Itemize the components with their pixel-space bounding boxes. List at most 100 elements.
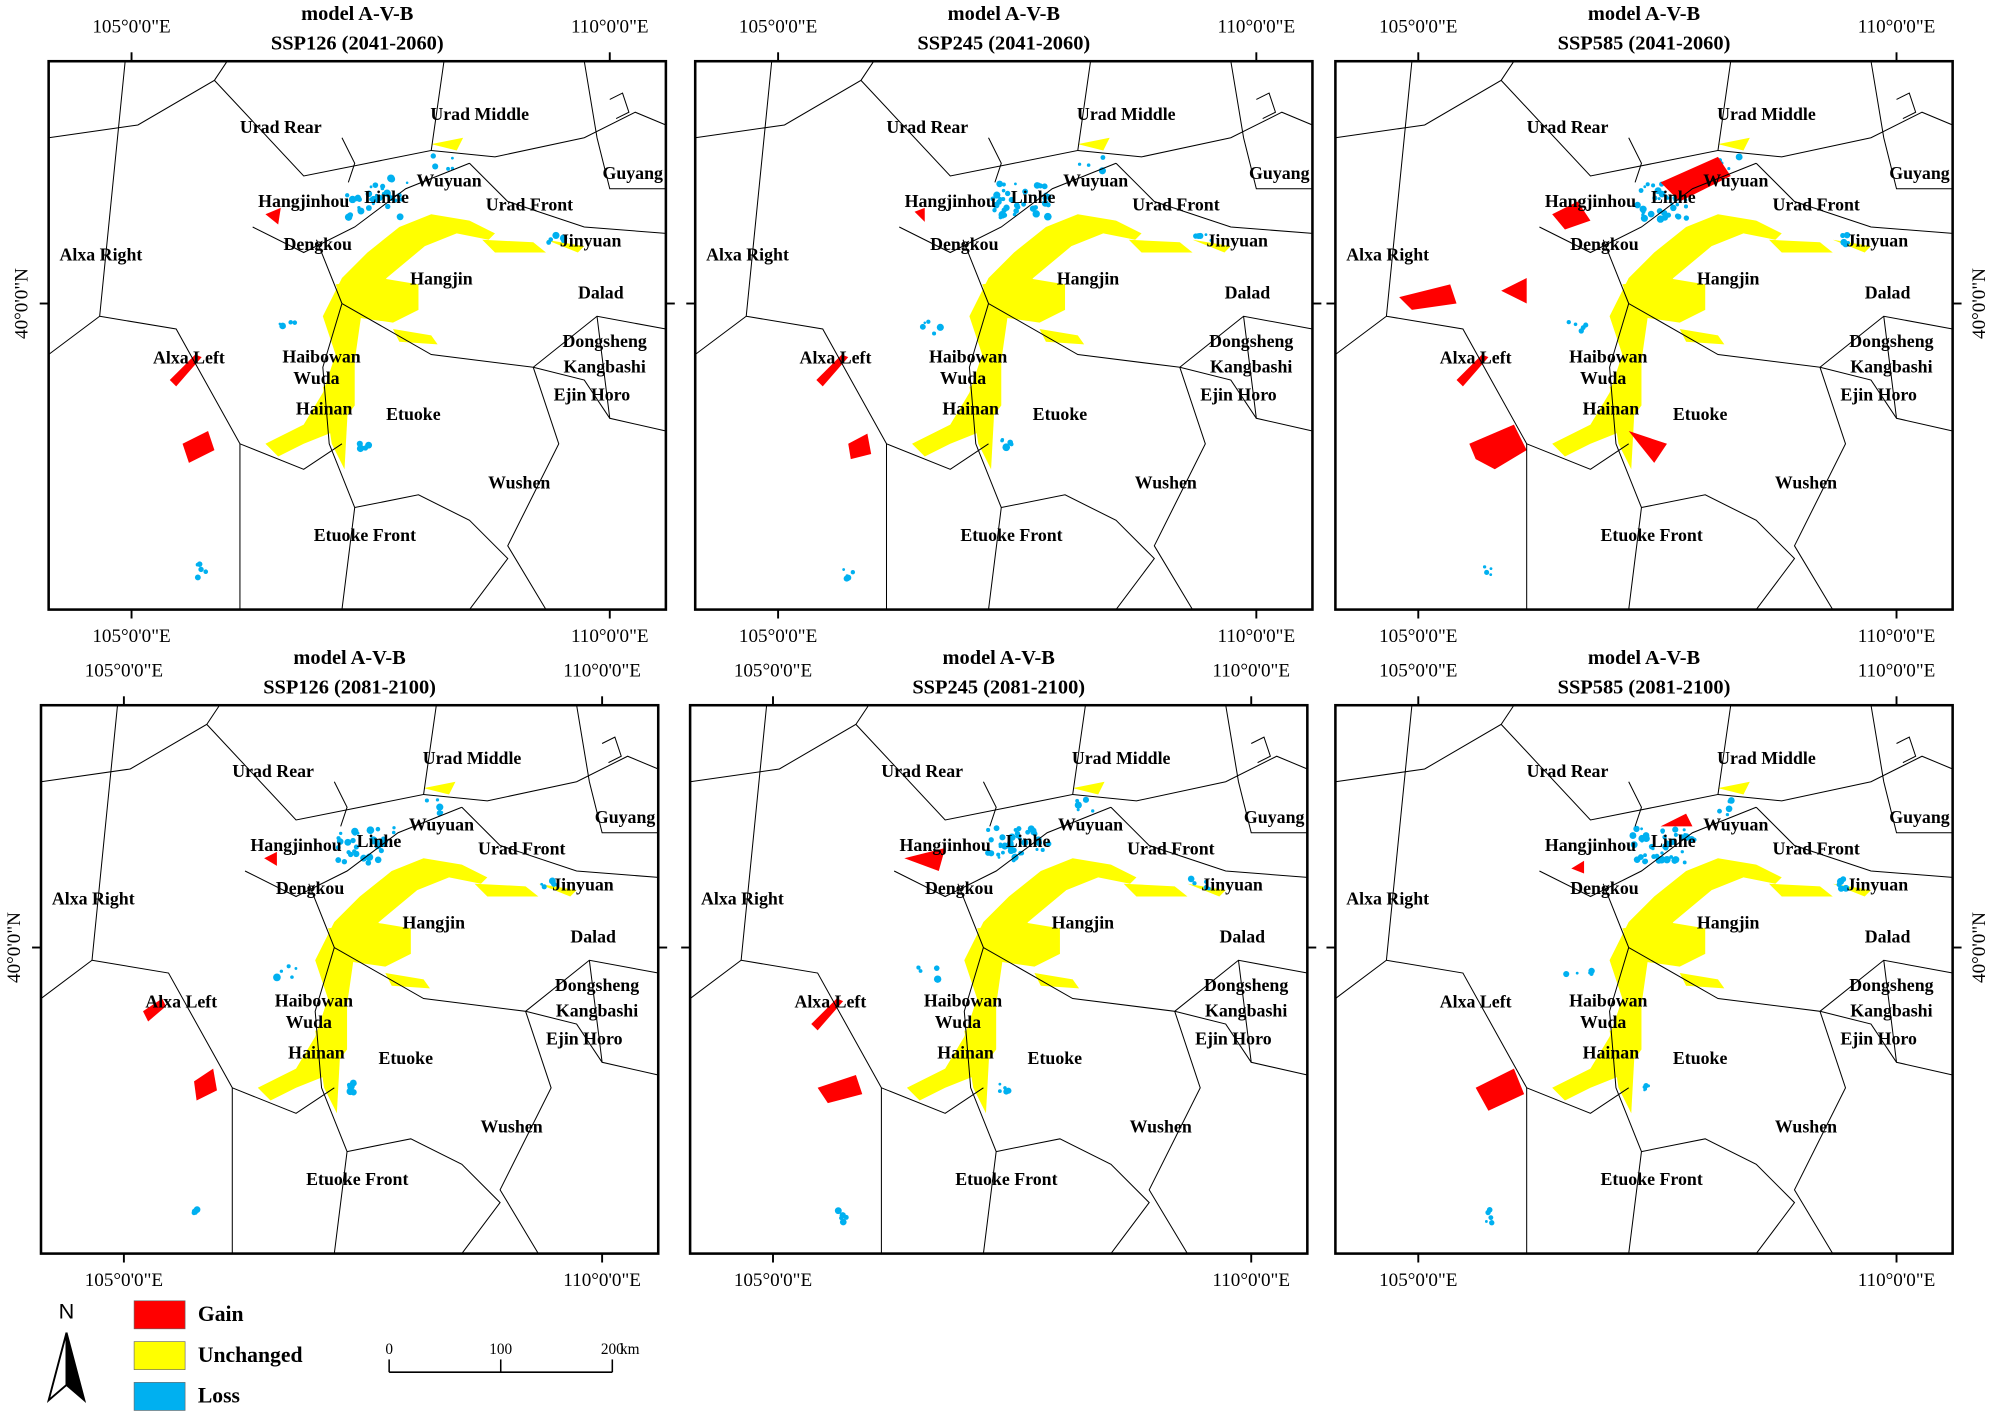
region-label: Hangjin [1052, 913, 1115, 933]
boundary [1870, 705, 1953, 834]
region-label: Jinyuan [560, 230, 622, 250]
unchanged-area [315, 1030, 341, 1114]
loss-area [1727, 167, 1731, 171]
loss-area [985, 849, 991, 856]
region-label: Hangjin [1697, 913, 1760, 933]
unchanged-area [1552, 214, 1782, 457]
boundary [1717, 755, 1953, 802]
unchanged-area [423, 781, 456, 795]
region-label: Urad Middle [1077, 104, 1176, 124]
region-label: Kangbashi [564, 357, 646, 377]
loss-area [1482, 565, 1487, 569]
loss-area [335, 857, 342, 863]
gain-area [1552, 201, 1591, 230]
boundary [1819, 366, 1897, 419]
longitude-label: 105°0'0"E [92, 16, 170, 37]
loss-area [1003, 204, 1010, 211]
loss-area [1840, 232, 1846, 239]
loss-area [396, 213, 404, 221]
loss-area [1717, 808, 1722, 814]
loss-area [1588, 971, 1591, 975]
unchanged-area [1609, 386, 1636, 470]
unchanged-area [546, 239, 585, 253]
loss-area [996, 180, 1003, 188]
boundary [1110, 806, 1308, 878]
region-label: Jinyuan [552, 874, 614, 894]
region-label: Dalad [570, 927, 616, 947]
boundary [583, 61, 666, 190]
boundary [1072, 755, 1308, 802]
loss-area [1018, 837, 1022, 841]
loss-area [335, 845, 341, 850]
loss-area [1637, 854, 1644, 861]
panel-frame [1334, 703, 1954, 1255]
gain-area [1571, 860, 1585, 874]
latitude-label: 40°0'0"N [4, 912, 25, 983]
region-label: Urad Middle [1717, 748, 1816, 768]
loss-area [1035, 847, 1039, 851]
panel-frame [39, 703, 660, 1255]
loss-area [391, 830, 396, 835]
loss-area [1488, 1215, 1494, 1221]
region-label: Ejin Horo [546, 1029, 623, 1049]
loss-area [356, 440, 363, 447]
boundary [1896, 736, 1917, 764]
region-label: Urad Rear [232, 761, 314, 781]
boundary [886, 443, 989, 470]
longitude-label: 105°0'0"E [1379, 16, 1457, 37]
region-label: Kangbashi [1850, 1001, 1932, 1021]
boundary [1115, 162, 1313, 234]
boundary [982, 781, 997, 827]
loss-area [370, 836, 374, 840]
loss-area [1583, 322, 1589, 328]
region-label: Etuoke [386, 404, 441, 424]
region-label: Dengkou [1570, 878, 1638, 898]
loss-area [346, 1087, 354, 1096]
region-label: Wushen [488, 473, 550, 493]
loss-area [1671, 857, 1678, 864]
loss-area [1025, 829, 1031, 835]
loss-area [1840, 876, 1847, 883]
region-label: Etuoke Front [960, 525, 1062, 545]
unchanged-area [265, 214, 495, 457]
loss-area [1195, 233, 1202, 239]
loss-area [1630, 841, 1638, 849]
loss-area [1669, 838, 1676, 846]
unchanged-area [1679, 973, 1725, 989]
loss-area [1002, 443, 1011, 452]
boundary [239, 443, 343, 470]
longitude-label: 110°0'0"E [563, 1270, 641, 1291]
loss-area [1187, 875, 1195, 883]
loss-area [1662, 834, 1667, 840]
boundary [206, 705, 437, 821]
loss-area [552, 231, 560, 239]
loss-area [1042, 196, 1048, 201]
region-label: Wuda [1580, 1012, 1626, 1032]
region-label: Kangbashi [1850, 357, 1932, 377]
region-label: Hangjinhou [905, 191, 996, 211]
gain-area [904, 848, 946, 872]
longitude-label: 105°0'0"E [1379, 1270, 1457, 1291]
region-label: Guyang [1889, 163, 1950, 183]
latitude-label: 40°0'0"N [12, 268, 33, 339]
loss-area [1206, 886, 1211, 891]
region-label: Haibowan [924, 990, 1002, 1010]
boundary [214, 61, 445, 177]
boundary [346, 1138, 501, 1254]
boundary [1225, 705, 1308, 834]
loss-area [1022, 188, 1029, 195]
region-label: Etuoke [1033, 404, 1088, 424]
longitude-label: 110°0'0"E [1858, 660, 1936, 681]
loss-area [372, 182, 379, 188]
loss-area [551, 881, 557, 887]
region-label: Jinyuan [1847, 230, 1909, 250]
region-label: Haibowan [275, 990, 353, 1010]
loss-area [1629, 832, 1637, 840]
loss-area [1727, 799, 1732, 804]
loss-area [1842, 884, 1850, 892]
boundary [252, 162, 470, 254]
region-label: Linhe [1651, 831, 1696, 851]
region-label: Dongsheng [1849, 975, 1933, 995]
boundary [507, 367, 560, 610]
longitude-label: 105°0'0"E [739, 16, 817, 37]
